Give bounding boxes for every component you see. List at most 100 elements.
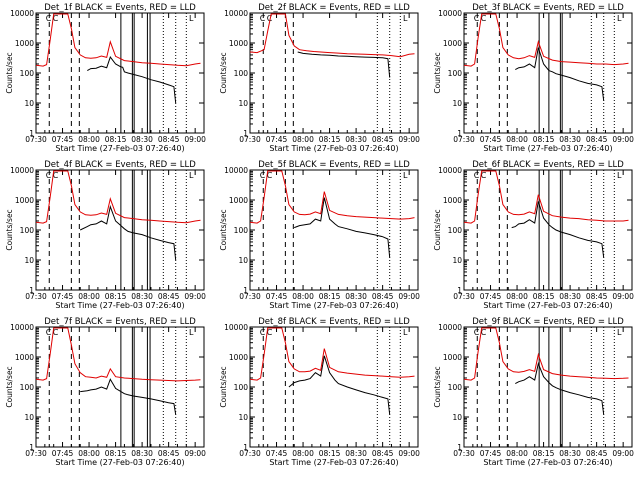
y-tick-label: 10: [24, 99, 34, 108]
event-marker-c: C: [481, 14, 487, 23]
event-marker-c: C: [53, 171, 59, 180]
x-axis-label: Start Time (27-Feb-03 07:26:40): [269, 458, 398, 467]
x-axis-label: Start Time (27-Feb-03 07:26:40): [269, 144, 398, 153]
x-tick-label: 08:00: [506, 292, 528, 301]
y-tick-label: 1000: [229, 353, 248, 362]
x-tick-label: 08:45: [586, 449, 608, 458]
x-tick-label: 08:45: [158, 135, 180, 144]
x-axis-label: Start Time (27-Feb-03 07:26:40): [55, 301, 184, 310]
x-tick-label: 08:15: [319, 449, 341, 458]
y-axis-label: Counts/sec: [219, 209, 228, 250]
x-tick-label: 08:30: [131, 292, 153, 301]
panel-title: Det_5f BLACK = Events, RED = LLD: [258, 160, 410, 170]
y-axis-label: Counts/sec: [219, 52, 228, 93]
y-tick-label: 1: [243, 286, 248, 295]
y-tick-label: 100: [20, 69, 35, 78]
x-tick-label: 08:30: [559, 292, 581, 301]
series-line-events: [297, 51, 391, 78]
plot-frame: [249, 12, 419, 134]
x-tick-label: 07:30: [25, 292, 47, 301]
x-tick-label: 08:15: [319, 292, 341, 301]
y-tick-label: 10: [238, 256, 248, 265]
y-tick-label: 1: [457, 286, 462, 295]
series-line-lld: [464, 13, 629, 67]
x-tick-label: 08:30: [131, 135, 153, 144]
y-tick-label: 1000: [15, 196, 34, 205]
x-tick-label: 08:45: [158, 292, 180, 301]
series-line-lld: [464, 170, 629, 224]
x-tick-label: 08:45: [158, 449, 180, 458]
x-tick-label: 08:45: [372, 449, 394, 458]
y-tick-label: 10000: [438, 166, 462, 175]
y-tick-label: 10000: [10, 166, 34, 175]
panel-det-9f: 07:30 07:45 08:00 08:15 08:30 08:45 09:00 1 10 10…: [433, 317, 634, 467]
panel-title: Det_7f BLACK = Events, RED = LLD: [44, 317, 196, 327]
event-marker-c: C: [474, 14, 480, 23]
event-marker-c: C: [474, 328, 480, 337]
plot-frame: [35, 12, 205, 134]
y-tick-label: 1000: [443, 39, 462, 48]
panel-det-1f: 07:30 07:45 08:00 08:15 08:30 08:45 09:00 1 10 10…: [5, 3, 206, 153]
y-tick-label: 1: [457, 443, 462, 452]
x-tick-label: 09:00: [612, 292, 634, 301]
y-tick-label: 1: [29, 286, 34, 295]
series-line-events: [87, 56, 177, 104]
event-marker-c: C: [260, 14, 266, 23]
y-axis-label: Counts/sec: [433, 366, 442, 407]
y-axis-label: Counts/sec: [433, 209, 442, 250]
y-tick-label: 10: [24, 256, 34, 265]
x-tick-label: 09:00: [398, 135, 420, 144]
y-tick-label: 1000: [15, 39, 34, 48]
x-tick-label: 07:45: [480, 135, 502, 144]
panel-det-8f: 07:30 07:45 08:00 08:15 08:30 08:45 09:00 1 10 10…: [219, 317, 420, 467]
y-tick-label: 1000: [443, 196, 462, 205]
event-marker-c: C: [481, 171, 487, 180]
y-tick-label: 10000: [224, 166, 248, 175]
panel-title: Det_8f BLACK = Events, RED = LLD: [258, 317, 410, 327]
panel-title: Det_4f BLACK = Events, RED = LLD: [44, 160, 196, 170]
event-marker-c: C: [260, 328, 266, 337]
series-line-lld: [250, 170, 415, 224]
event-marker-l: L: [189, 328, 194, 337]
y-tick-label: 100: [20, 226, 35, 235]
plot-frame: [463, 326, 633, 448]
y-axis-label: Counts/sec: [5, 366, 14, 407]
plot-frame: [249, 326, 419, 448]
panel-title: Det_1f BLACK = Events, RED = LLD: [44, 3, 196, 13]
y-axis-label: Counts/sec: [433, 52, 442, 93]
x-tick-label: 07:45: [52, 449, 74, 458]
x-tick-label: 08:15: [533, 135, 555, 144]
x-tick-label: 07:45: [52, 292, 74, 301]
y-axis-label: Counts/sec: [219, 366, 228, 407]
y-axis-label: Counts/sec: [5, 52, 14, 93]
x-tick-label: 08:45: [586, 135, 608, 144]
y-tick-label: 1: [243, 129, 248, 138]
y-tick-label: 100: [234, 383, 249, 392]
x-tick-label: 09:00: [612, 449, 634, 458]
y-tick-label: 10000: [10, 9, 34, 18]
series-line-events: [294, 197, 391, 258]
series-line-lld: [36, 13, 201, 67]
x-tick-label: 08:30: [559, 449, 581, 458]
y-tick-label: 1000: [15, 353, 34, 362]
y-tick-label: 10000: [438, 323, 462, 332]
x-tick-label: 08:00: [78, 292, 100, 301]
event-marker-l: L: [189, 171, 194, 180]
panel-det-2f: 07:30 07:45 08:00 08:15 08:30 08:45 09:00 1 10 10…: [219, 3, 420, 153]
series-line-events: [79, 204, 177, 261]
x-tick-label: 07:30: [239, 135, 261, 144]
y-tick-label: 10000: [224, 9, 248, 18]
y-tick-label: 1: [29, 129, 34, 138]
x-tick-label: 08:45: [586, 292, 608, 301]
event-marker-c: C: [53, 14, 59, 23]
x-tick-label: 08:45: [372, 135, 394, 144]
x-tick-label: 07:30: [239, 292, 261, 301]
x-tick-label: 07:45: [266, 135, 288, 144]
series-line-events: [515, 47, 605, 101]
event-marker-c: C: [53, 328, 59, 337]
panel-title: Det_3f BLACK = Events, RED = LLD: [472, 3, 624, 13]
x-tick-label: 08:00: [506, 449, 528, 458]
plot-frame: [463, 169, 633, 291]
series-line-lld: [36, 327, 201, 382]
